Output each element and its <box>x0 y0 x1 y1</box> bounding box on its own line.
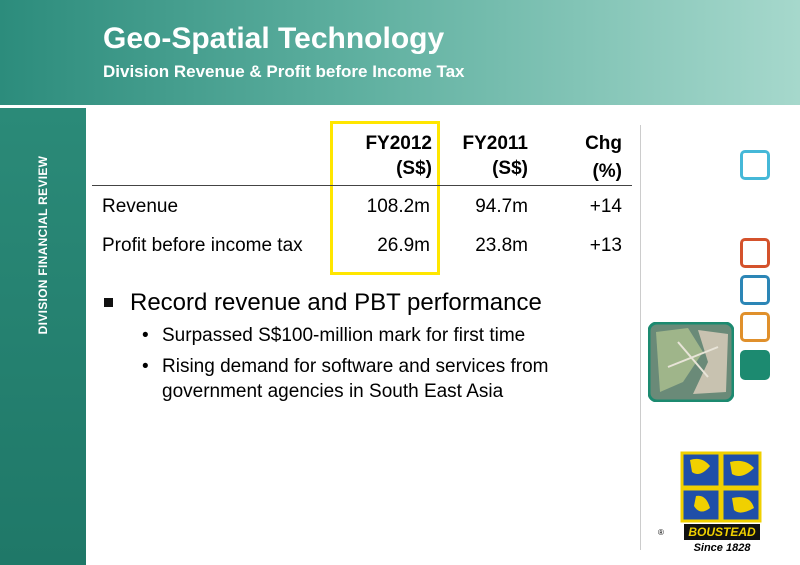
column-header: FY2011 <box>462 133 529 154</box>
cell: 23.8m <box>475 235 528 256</box>
column-unit: (S$) <box>492 158 528 179</box>
row-label: Profit before income tax <box>102 235 303 256</box>
decor-square <box>740 312 770 342</box>
title: Geo-Spatial Technology <box>103 22 445 55</box>
logo-name: BOUSTEAD <box>688 525 756 539</box>
column-unit: (%) <box>592 161 622 182</box>
highlight-box <box>330 121 440 275</box>
logo <box>680 451 762 540</box>
cell: 108.2m <box>366 196 430 217</box>
table-rule <box>92 185 632 186</box>
map-image <box>648 322 734 402</box>
row-label: Revenue <box>102 196 179 217</box>
sub-bullet: Rising demand for software and services … <box>162 356 549 402</box>
decor-square <box>740 150 770 180</box>
subtitle: Division Revenue & Profit before Income … <box>103 62 465 81</box>
divider <box>640 125 641 550</box>
bullet-marker <box>104 298 113 307</box>
cell: +13 <box>589 235 622 256</box>
column-unit: (S$) <box>396 158 432 179</box>
sidebar-label: DIVISION FINANCIAL REVIEW <box>36 155 50 335</box>
decor-square <box>740 350 770 380</box>
bullet-marker: • <box>142 325 149 346</box>
cell: 26.9m <box>377 235 430 256</box>
bullet-marker: • <box>142 356 149 377</box>
logo-tagline: Since 1828 <box>693 542 751 554</box>
column-header: FY2012 <box>365 133 432 154</box>
column-header: Chg <box>585 133 622 154</box>
cell: 94.7m <box>475 196 528 217</box>
decor-square <box>740 238 770 268</box>
decor-square <box>740 275 770 305</box>
sub-bullet: Surpassed S$100-million mark for first t… <box>162 325 526 346</box>
sidebar <box>0 108 86 565</box>
logo-mark: ® <box>658 528 664 537</box>
cell: +14 <box>589 196 622 217</box>
bullet: Record revenue and PBT performance <box>130 289 542 316</box>
header-band <box>0 0 800 105</box>
